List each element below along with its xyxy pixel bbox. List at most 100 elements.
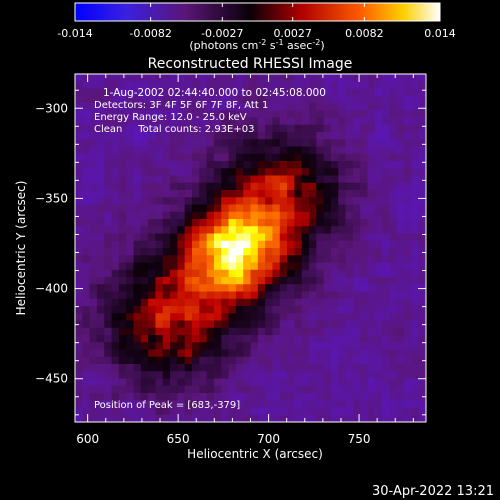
heatmap-cell bbox=[382, 182, 391, 191]
heatmap-cell bbox=[192, 248, 200, 256]
heatmap-cell bbox=[243, 414, 252, 422]
heatmap-cell bbox=[279, 88, 288, 97]
heatmap-cell bbox=[133, 175, 142, 184]
heatmap-cell bbox=[96, 349, 105, 358]
heatmap-cell bbox=[140, 313, 149, 322]
heatmap-cell bbox=[140, 81, 149, 90]
heatmap-cell bbox=[192, 117, 200, 126]
heatmap-cell bbox=[287, 313, 295, 322]
heatmap-cell bbox=[155, 146, 164, 155]
heatmap-cell bbox=[287, 153, 295, 162]
heatmap-cell bbox=[133, 74, 142, 82]
heatmap-cell bbox=[257, 204, 266, 213]
heatmap-cell bbox=[345, 313, 354, 322]
heatmap-cell bbox=[213, 327, 222, 336]
heatmap-cell bbox=[396, 219, 405, 227]
heatmap-cell bbox=[228, 378, 237, 387]
heatmap-cell bbox=[75, 226, 83, 235]
heatmap-cell bbox=[126, 407, 135, 416]
heatmap-cell bbox=[96, 153, 105, 162]
heatmap-cell bbox=[294, 88, 303, 97]
heatmap-cell bbox=[279, 226, 288, 235]
heatmap-cell bbox=[396, 175, 405, 184]
heatmap-cell bbox=[96, 204, 105, 213]
heatmap-cell bbox=[82, 356, 91, 365]
heatmap-cell bbox=[411, 320, 420, 329]
heatmap-cell bbox=[316, 117, 325, 126]
heatmap-cell bbox=[345, 132, 354, 140]
heatmap-cell bbox=[367, 255, 376, 264]
heatmap-cell bbox=[199, 262, 208, 271]
heatmap-cell bbox=[192, 95, 200, 104]
heatmap-cell bbox=[118, 414, 127, 422]
heatmap-cell bbox=[352, 385, 361, 394]
heatmap-cell bbox=[301, 364, 310, 372]
heatmap-cell bbox=[75, 88, 83, 97]
heatmap-cell bbox=[184, 240, 193, 249]
heatmap-cell bbox=[396, 139, 405, 148]
heatmap-cell bbox=[294, 291, 303, 300]
heatmap-cell bbox=[199, 385, 208, 394]
heatmap-cell bbox=[374, 74, 383, 82]
heatmap-cell bbox=[272, 248, 281, 256]
heatmap-cell bbox=[184, 356, 193, 365]
heatmap-cell bbox=[265, 327, 274, 336]
heatmap-cell bbox=[111, 335, 120, 343]
heatmap-cell bbox=[309, 175, 317, 184]
heatmap-cell bbox=[287, 349, 295, 358]
heatmap-cell bbox=[140, 371, 149, 380]
heatmap-cell bbox=[213, 414, 222, 422]
heatmap-cell bbox=[213, 400, 222, 409]
heatmap-cell bbox=[162, 74, 171, 82]
heatmap-cell bbox=[352, 320, 361, 329]
heatmap-cell bbox=[338, 356, 347, 365]
heatmap-cell bbox=[374, 240, 383, 249]
heatmap-cell bbox=[316, 400, 325, 409]
heatmap-cell bbox=[104, 400, 113, 409]
heatmap-cell bbox=[389, 139, 398, 148]
heatmap-cell bbox=[411, 74, 420, 82]
heatmap-cell bbox=[345, 74, 354, 82]
heatmap-cell bbox=[89, 284, 98, 293]
heatmap-cell bbox=[301, 414, 310, 422]
heatmap-cell bbox=[294, 356, 303, 365]
heatmap-cell bbox=[345, 269, 354, 278]
heatmap-cell bbox=[140, 306, 149, 314]
heatmap-cell bbox=[367, 320, 376, 329]
heatmap-cell bbox=[82, 255, 91, 264]
heatmap-cell bbox=[75, 342, 83, 351]
heatmap-cell bbox=[162, 226, 171, 235]
heatmap-cell bbox=[228, 175, 237, 184]
heatmap-cell bbox=[257, 219, 266, 227]
heatmap-cell bbox=[250, 356, 259, 365]
heatmap-cell bbox=[235, 81, 244, 90]
heatmap-cell bbox=[126, 255, 135, 264]
heatmap-cell bbox=[155, 219, 164, 227]
heatmap-cell bbox=[243, 139, 252, 148]
heatmap-cell bbox=[206, 262, 215, 271]
heatmap-cell bbox=[155, 335, 164, 343]
heatmap-cell bbox=[272, 356, 281, 365]
heatmap-cell bbox=[118, 378, 127, 387]
heatmap-cell bbox=[345, 233, 354, 242]
heatmap-cell bbox=[330, 182, 339, 191]
heatmap-cell bbox=[96, 320, 105, 329]
heatmap-cell bbox=[96, 240, 105, 249]
heatmap-cell bbox=[235, 190, 244, 198]
heatmap-cell bbox=[309, 248, 317, 256]
heatmap-cell bbox=[170, 335, 178, 343]
heatmap-cell bbox=[75, 204, 83, 213]
heatmap-cell bbox=[155, 117, 164, 126]
heatmap-cell bbox=[301, 327, 310, 336]
heatmap-cell bbox=[133, 255, 142, 264]
heatmap-cell bbox=[279, 132, 288, 140]
heatmap-cell bbox=[301, 204, 310, 213]
heatmap-cell bbox=[213, 291, 222, 300]
heatmap-cell bbox=[118, 233, 127, 242]
heatmap-cell bbox=[330, 393, 339, 401]
heatmap-cell bbox=[221, 103, 230, 111]
heatmap-cell bbox=[133, 132, 142, 140]
heatmap-cell bbox=[309, 190, 317, 198]
heatmap-cell bbox=[330, 313, 339, 322]
heatmap-cell bbox=[235, 255, 244, 264]
